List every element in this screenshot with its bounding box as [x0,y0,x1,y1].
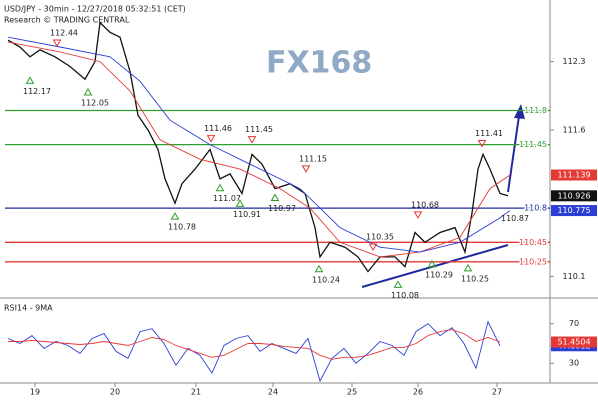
series-line [7,21,509,273]
x-tick-label: 25 [347,388,357,397]
low-marker [393,280,403,288]
chart-title: USD/JPY - 30min - 12/27/2018 05:32:51 (C… [4,5,186,14]
watermark: FX168 [266,46,372,81]
level-label: 111.45 [519,140,547,149]
price-annotation: 111.45 [245,125,273,134]
value-badge [551,169,597,181]
low-marker [25,76,35,84]
arrow-head [514,104,525,119]
y-tick-label: 30 [569,359,579,368]
value-badge [551,336,597,348]
x-tick-label: 19 [30,388,40,397]
value-badge [551,205,597,217]
series-line [8,329,501,360]
low-marker [314,264,324,273]
x-tick-label: 27 [492,388,502,397]
price-annotation: 110.78 [168,223,196,232]
y-tick-label: 70 [569,319,579,328]
low-marker [170,212,180,220]
high-marker [368,243,378,252]
price-annotation: 110.91 [233,210,261,219]
series-line [7,320,501,383]
value-badge [551,190,597,202]
high-marker [52,39,62,47]
chart-subtitle: Research © TRADING CENTRAL [4,16,130,25]
low-marker [235,199,245,207]
price-annotation: 111.46 [204,124,232,133]
value-badge-label: 51.4504 [557,338,590,347]
price-annotation: 110.97 [268,204,296,213]
price-annotation: 110.87 [501,214,529,223]
series-line [7,41,511,258]
price-annotation: 110.35 [366,233,394,242]
panel-title: RSI14 - 9MA [4,304,53,313]
x-tick-label: 26 [413,388,423,397]
y-tick-label: 111.6 [563,125,586,134]
level-label: 110.45 [519,238,547,247]
low-marker [270,193,280,202]
price-annotation: 111.41 [475,129,503,138]
price-annotation: 110.08 [391,291,419,300]
level-label: 110.25 [519,257,547,266]
high-marker [206,135,216,143]
price-annotation: 111.07 [213,194,241,203]
x-tick-label: 21 [191,388,201,397]
x-tick-label: 20 [110,388,120,397]
y-tick-label: 112.3 [563,57,586,66]
price-annotation: 110.24 [312,275,340,284]
price-annotation: 112.05 [81,99,109,108]
y-tick-label: 110.1 [563,272,586,281]
low-marker [427,259,437,268]
low-marker [83,88,93,96]
price-annotation: 112.17 [23,87,51,96]
low-marker [215,183,225,192]
low-marker [463,263,473,272]
price-annotation: 112.44 [50,28,78,37]
level-label: 111.8 [524,106,547,115]
high-marker [413,211,423,219]
price-annotation: 110.68 [411,200,439,209]
price-annotation: 111.15 [299,154,327,163]
value-badge-label: 110.926 [557,191,590,200]
series-line [7,36,511,253]
level-label: 110.8 [524,204,547,213]
value-badge-label: 111.139 [557,171,590,180]
high-marker [301,165,311,173]
value-badge-label: 110.775 [557,206,590,215]
price-annotation: 110.25 [461,274,489,283]
x-tick-label: 24 [268,388,278,397]
high-marker [247,136,257,144]
high-marker [477,140,487,148]
price-annotation: 110.29 [425,270,453,279]
forecast-arrow [507,115,520,193]
